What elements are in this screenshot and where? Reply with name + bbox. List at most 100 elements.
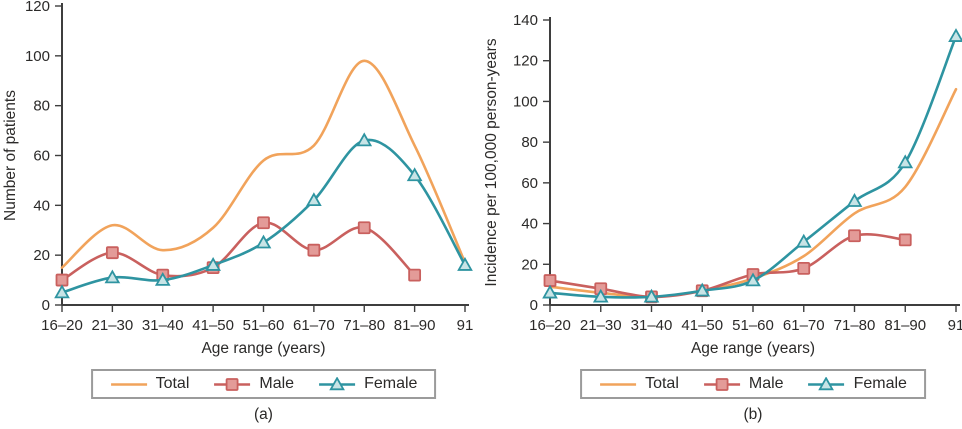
legend-label: Male bbox=[748, 375, 784, 392]
legend: Total Male Female bbox=[580, 369, 926, 399]
marker-female bbox=[643, 288, 660, 303]
legend-swatch-female-icon bbox=[808, 376, 845, 390]
y-tick-label: 0 bbox=[42, 297, 50, 314]
legend-label: Female bbox=[364, 375, 418, 392]
x-axis-title: Age range (years) bbox=[201, 340, 325, 357]
legend-swatch-male-icon bbox=[214, 377, 251, 391]
marker-female bbox=[592, 288, 609, 303]
y-axis-ticks: 0 20 40 60 80 100 120 140 bbox=[513, 12, 550, 314]
y-tick-label: 80 bbox=[33, 98, 50, 115]
y-tick-label: 100 bbox=[513, 93, 538, 110]
x-tick-label: 91 bbox=[948, 317, 962, 334]
marker-male bbox=[357, 221, 371, 235]
marker-male bbox=[257, 216, 270, 230]
x-axis-ticks: 16–20 21–30 31–40 41–50 51–60 61–70 71–80 81–90… bbox=[41, 305, 473, 334]
marker-male bbox=[543, 274, 557, 287]
marker-female bbox=[356, 132, 373, 147]
legend-marker-female-icon bbox=[818, 376, 835, 390]
axes bbox=[61, 3, 469, 306]
chart-panel-b: 0 20 40 60 80 100 120 140 16–20 21–30 31–40 41–50 51… bbox=[481, 0, 962, 429]
x-tick-label: 31–40 bbox=[631, 317, 673, 334]
x-axis-title: Age range (years) bbox=[691, 340, 815, 357]
marker-female bbox=[104, 269, 121, 284]
marker-female bbox=[745, 272, 761, 287]
x-tick-label: 16–20 bbox=[41, 317, 83, 334]
y-tick-label: 120 bbox=[25, 0, 50, 15]
marker-female bbox=[542, 284, 558, 299]
y-tick-label: 120 bbox=[513, 53, 538, 70]
x-tick-label: 61–70 bbox=[783, 317, 825, 334]
marker-female bbox=[948, 28, 962, 42]
marker-male bbox=[307, 243, 321, 257]
x-tick-label: 81–90 bbox=[394, 317, 436, 334]
marker-female bbox=[54, 284, 70, 299]
x-tick-label: 51–60 bbox=[243, 317, 285, 334]
y-axis-title: Number of patients bbox=[2, 90, 19, 221]
marker-female bbox=[897, 154, 914, 169]
x-tick-label: 81–90 bbox=[884, 317, 926, 334]
series-markers-female bbox=[542, 28, 962, 303]
y-tick-label: 40 bbox=[521, 216, 538, 233]
legend-label: Total bbox=[155, 375, 190, 392]
marker-male bbox=[898, 233, 912, 247]
y-tick-label: 20 bbox=[33, 247, 50, 264]
panel-caption: (b) bbox=[743, 406, 763, 423]
legend-item-male: Male bbox=[703, 375, 784, 393]
series-markers-female bbox=[54, 132, 473, 299]
y-tick-label: 80 bbox=[521, 134, 538, 151]
y-tick-label: 20 bbox=[521, 256, 538, 273]
y-tick-label: 60 bbox=[33, 148, 50, 165]
marker-female bbox=[457, 257, 473, 271]
legend-swatch-total-icon bbox=[110, 382, 147, 386]
chart-panel-a: 0 20 40 60 80 100 120 16–20 21–30 31–40 41–50 51–60… bbox=[2, 0, 473, 423]
series-line-female bbox=[60, 138, 467, 294]
legend-marker-male-icon bbox=[225, 377, 239, 391]
panel-caption: (a) bbox=[254, 406, 273, 423]
marker-female bbox=[306, 192, 322, 207]
x-axis-ticks: 16–20 21–30 31–40 41–50 51–60 61–70 71–80 81–90… bbox=[529, 305, 962, 334]
marker-male bbox=[848, 229, 861, 243]
y-tick-label: 140 bbox=[513, 12, 538, 29]
y-axis-ticks: 0 20 40 60 80 100 120 bbox=[25, 0, 62, 314]
axes bbox=[549, 17, 960, 306]
legend-item-total: Total bbox=[110, 375, 190, 393]
y-axis-title: Incidence per 100,000 person-years bbox=[483, 38, 500, 286]
marker-male bbox=[105, 246, 119, 260]
legend-swatch-total-icon bbox=[600, 382, 637, 386]
x-tick-label: 21–30 bbox=[92, 317, 134, 334]
legend: Total Male Female bbox=[90, 369, 437, 399]
y-tick-label: 40 bbox=[33, 197, 50, 214]
x-tick-label: 41–50 bbox=[681, 317, 723, 334]
series-line-total bbox=[60, 59, 467, 269]
legend-item-female: Female bbox=[808, 375, 907, 393]
marker-female bbox=[795, 233, 812, 248]
x-tick-label: 31–40 bbox=[142, 317, 184, 334]
series-line-total bbox=[548, 87, 958, 299]
marker-male bbox=[55, 273, 69, 287]
legend-item-total: Total bbox=[599, 375, 679, 393]
y-tick-label: 100 bbox=[25, 48, 50, 65]
marker-female bbox=[255, 234, 272, 249]
x-tick-label: 71–80 bbox=[834, 317, 876, 334]
legend-marker-female-icon bbox=[329, 376, 345, 390]
x-tick-label: 91 bbox=[457, 317, 474, 334]
legend-label: Female bbox=[853, 375, 907, 392]
y-tick-label: 60 bbox=[521, 175, 538, 192]
legend-swatch-male-icon bbox=[703, 377, 740, 391]
marker-female bbox=[846, 193, 863, 207]
x-tick-label: 61–70 bbox=[293, 317, 335, 334]
legend-marker-male-icon bbox=[715, 377, 729, 391]
legend-item-female: Female bbox=[318, 375, 417, 393]
legend-item-male: Male bbox=[213, 375, 294, 393]
legend-label: Male bbox=[259, 375, 295, 392]
marker-female bbox=[694, 282, 711, 297]
x-tick-label: 16–20 bbox=[529, 317, 571, 334]
marker-female bbox=[154, 271, 171, 286]
x-tick-label: 71–80 bbox=[343, 317, 385, 334]
chart-plot-a: 0 20 40 60 80 100 120 16–20 21–30 31–40 41–50 51–60… bbox=[2, 0, 473, 357]
x-tick-label: 51–60 bbox=[732, 317, 774, 334]
chart-plot-b: 0 20 40 60 80 100 120 140 16–20 21–30 31–40 41–50 51… bbox=[483, 12, 962, 357]
marker-female bbox=[205, 257, 221, 271]
marker-female bbox=[406, 167, 423, 182]
